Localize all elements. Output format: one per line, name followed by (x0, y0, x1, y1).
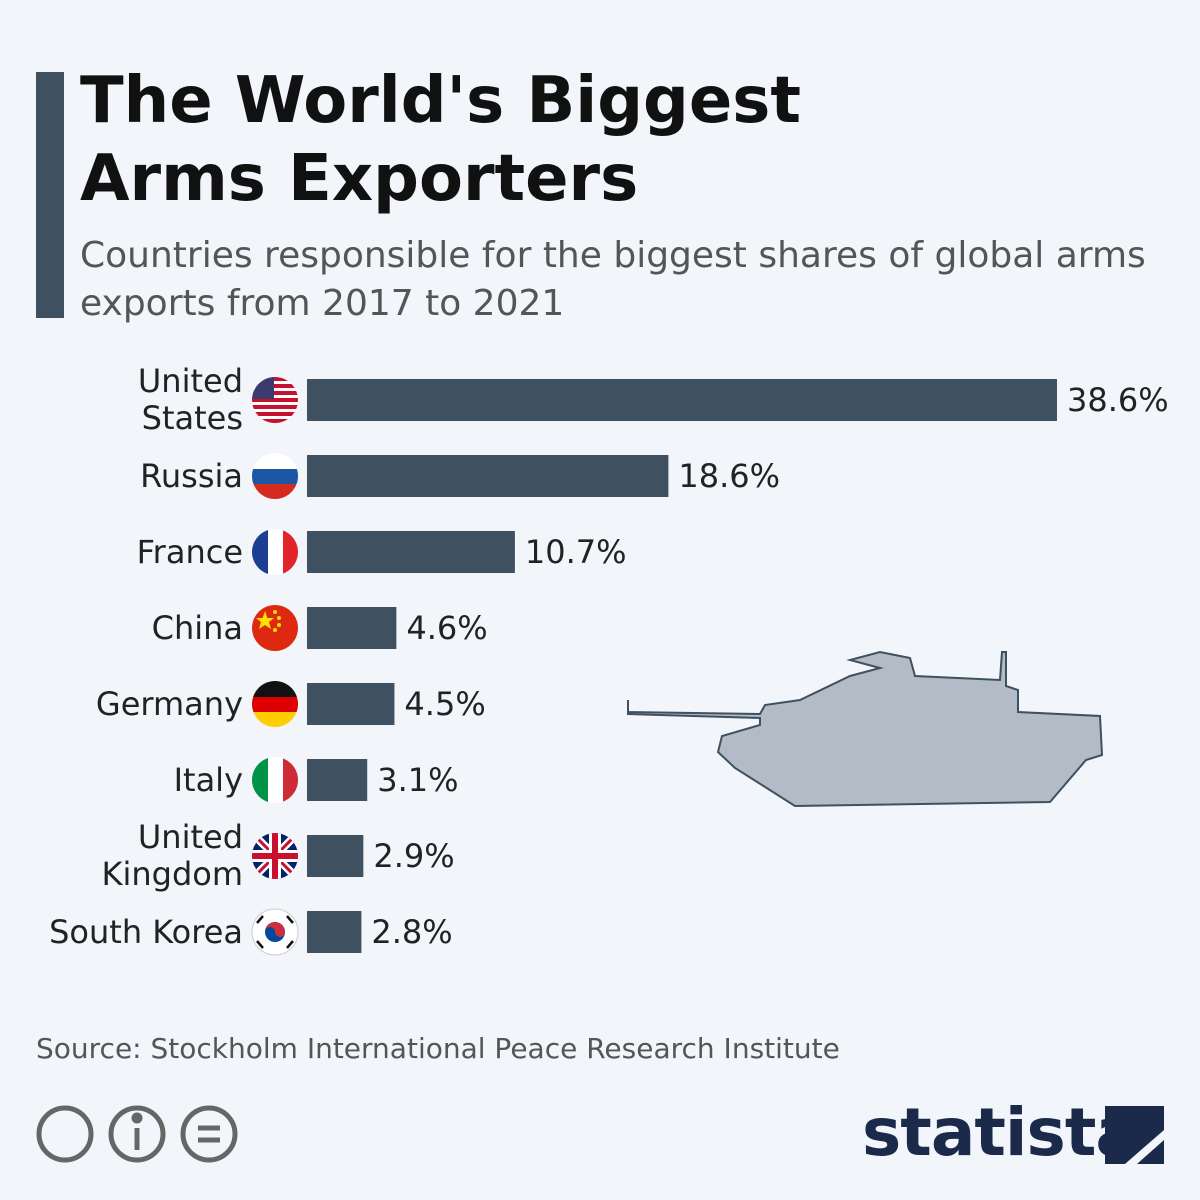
value-label: 38.6% (1067, 381, 1169, 419)
value-label: 18.6% (678, 457, 780, 495)
bar (307, 607, 397, 649)
value-label: 10.7% (525, 533, 627, 571)
bar (307, 379, 1057, 421)
bar (307, 759, 368, 801)
category-label: China (151, 608, 243, 647)
category-label: France (136, 532, 243, 571)
title-accent (36, 72, 64, 318)
category-label: United States (137, 362, 243, 437)
brand-logo: statista (862, 1094, 1140, 1171)
flags (251, 377, 299, 956)
value-label: 2.8% (371, 913, 452, 951)
bar (307, 835, 364, 877)
value-label: 4.6% (406, 609, 487, 647)
bar (307, 911, 362, 953)
bar (307, 455, 669, 497)
bar (307, 683, 395, 725)
category-label: Germany (95, 684, 243, 723)
chart-subtitle: Countries responsible for the biggest sh… (80, 235, 1146, 324)
value-label: 3.1% (377, 761, 458, 799)
value-label: 4.5% (404, 685, 485, 723)
value-label: 2.9% (373, 837, 454, 875)
tank-illustration (627, 650, 1104, 808)
category-label: Italy (173, 760, 243, 799)
category-label: United Kingdom (101, 818, 243, 893)
category-label: South Korea (49, 912, 243, 951)
chart-title: The World's Biggest Arms Exporters (80, 64, 801, 216)
category-label: Russia (140, 456, 243, 495)
license-icons (36, 1105, 238, 1163)
source-note: Source: Stockholm International Peace Re… (36, 1032, 840, 1065)
bar (307, 531, 515, 573)
brand-mark (1105, 1106, 1164, 1164)
